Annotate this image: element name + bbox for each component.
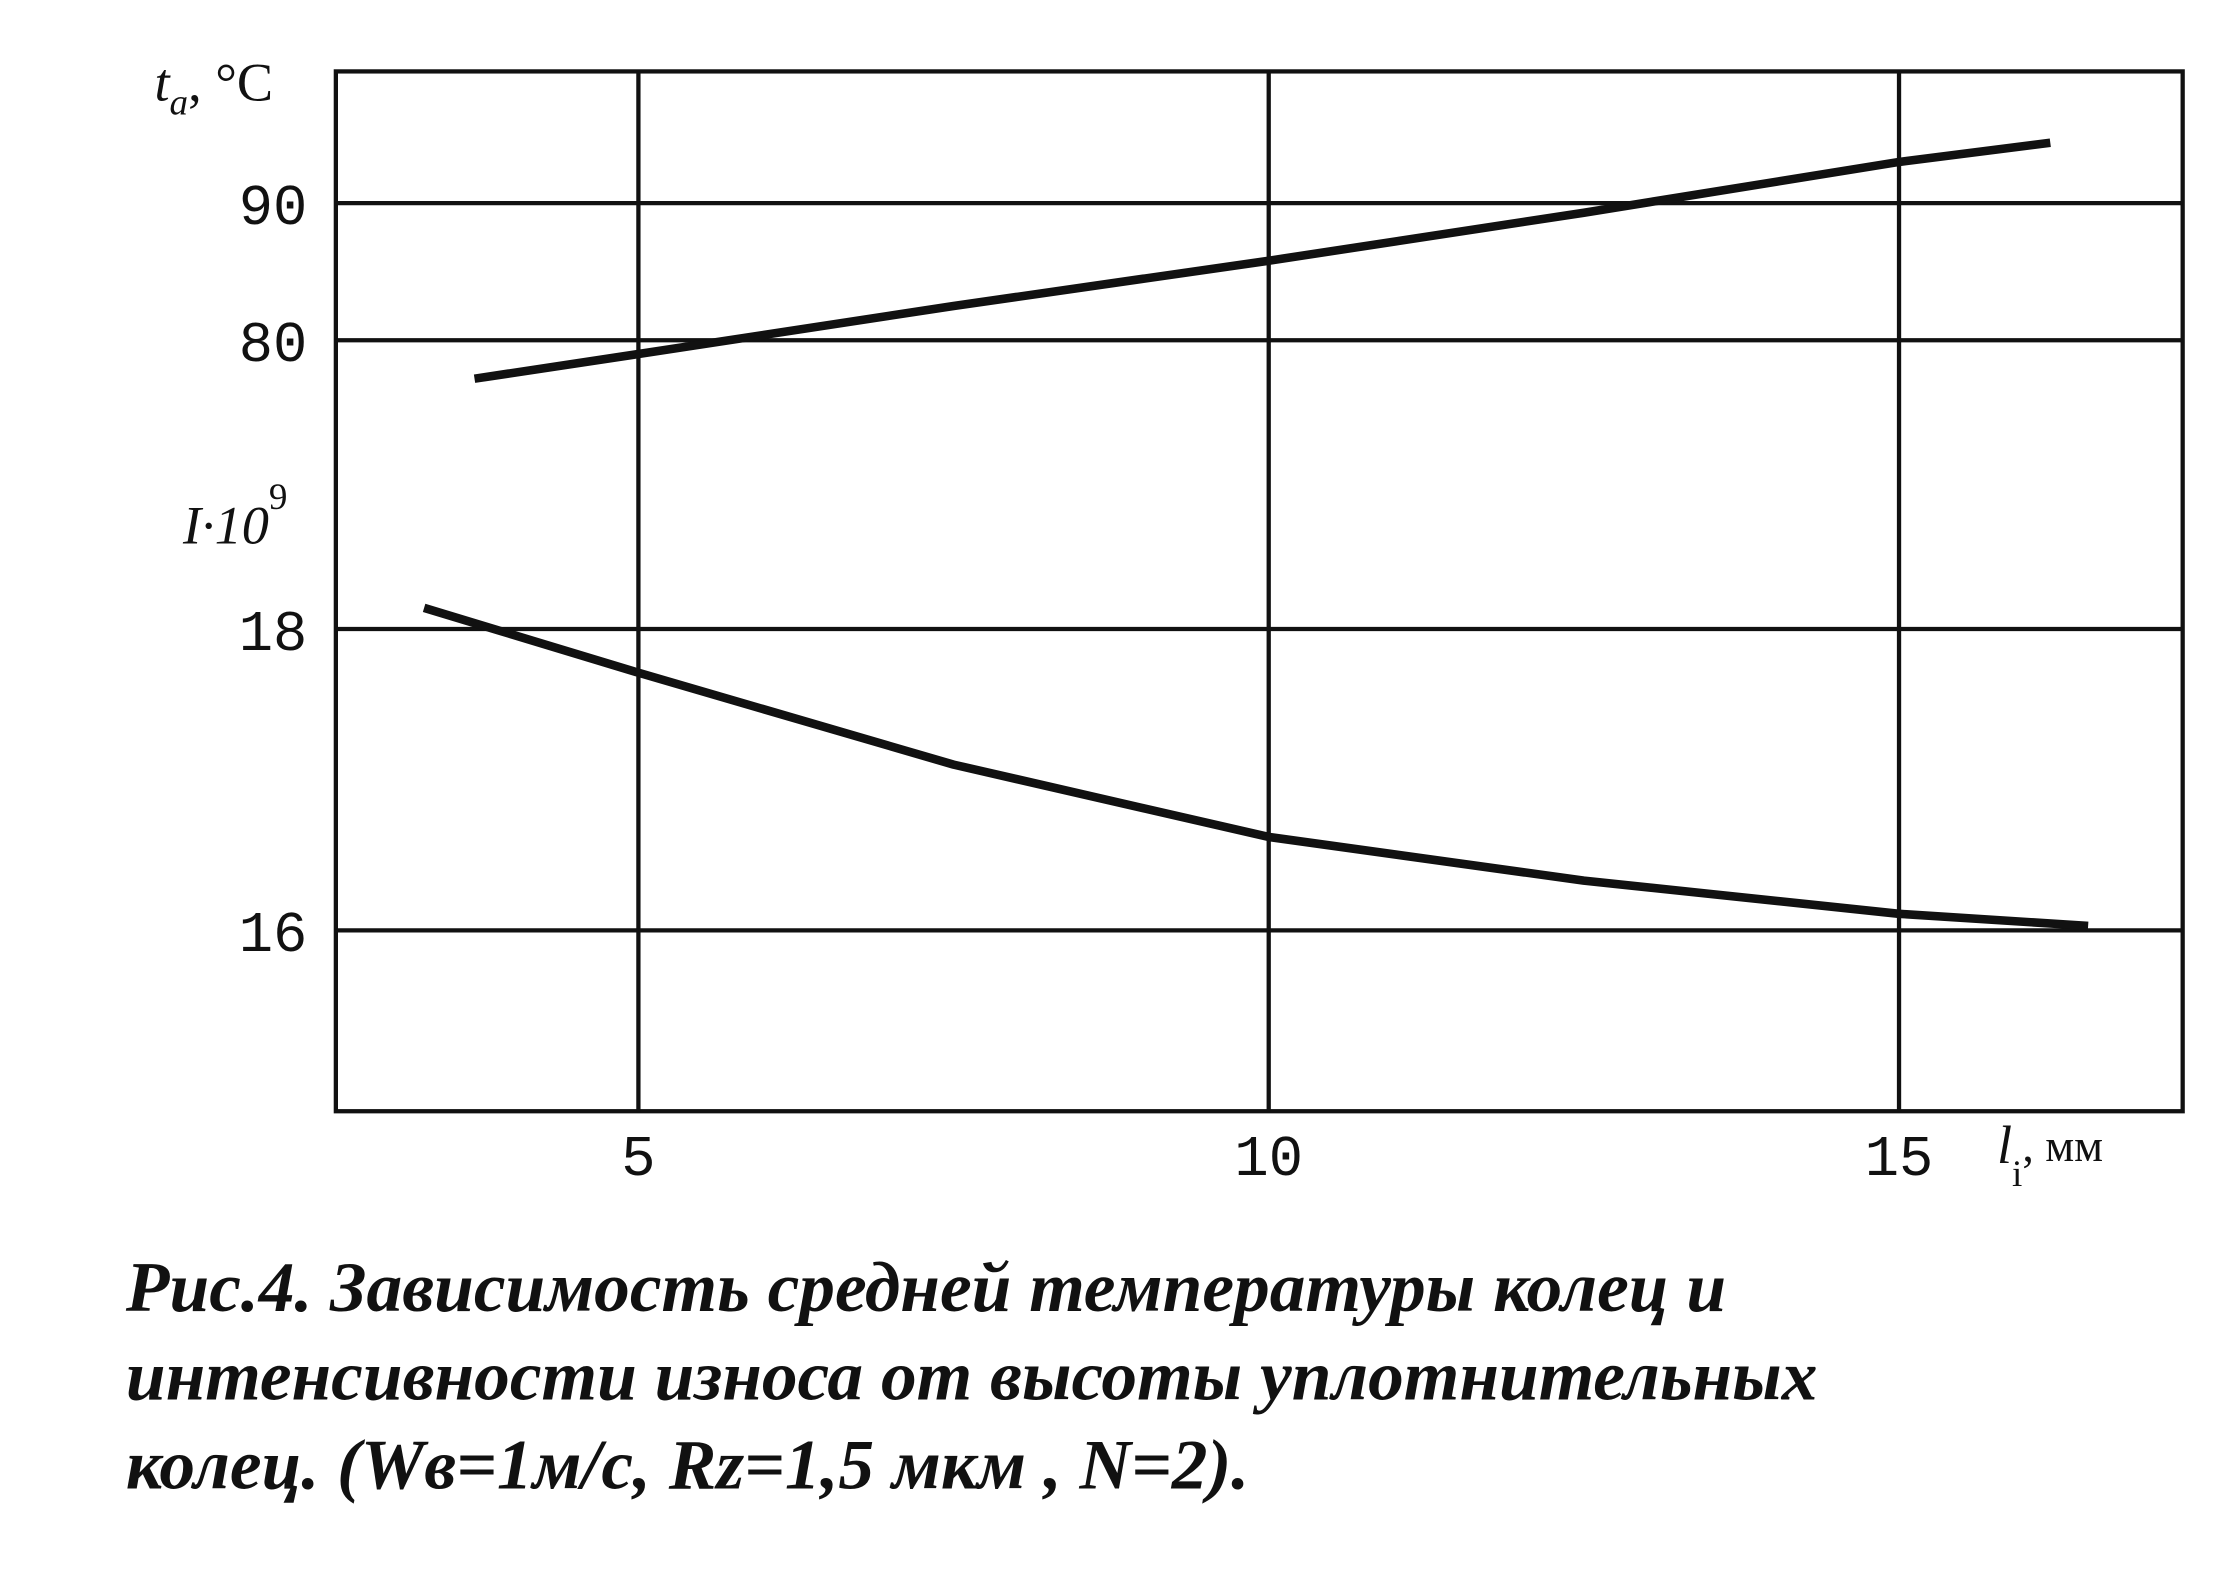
y2-tick-label: 18 — [239, 603, 308, 668]
y-tick-label: 80 — [239, 314, 308, 379]
data-line — [422, 603, 2089, 931]
y2-tick-label: 16 — [239, 904, 308, 969]
x-label-subscript: i — [2012, 1153, 2022, 1194]
y2-label-symbol: I·10 — [182, 496, 269, 556]
y-tick-label: 90 — [239, 177, 308, 242]
plot-frame — [333, 69, 2185, 1114]
x-axis-label: li, мм — [1997, 1116, 2103, 1195]
y2-axis-label: I·109 — [182, 476, 287, 555]
data-line — [473, 138, 2051, 383]
x-label-unit: , мм — [2022, 1121, 2103, 1172]
y-label-subscript: a — [170, 82, 189, 123]
caption-line: Рис.4. Зависимость средней температуры к… — [125, 1248, 1726, 1327]
y-label-symbol: t — [154, 53, 171, 113]
y-axis-label: ta, °C — [154, 53, 273, 123]
x-tick-label: 15 — [1865, 1128, 1934, 1193]
y2-label-superscript: 9 — [269, 476, 288, 517]
caption-line: интенсивности износа от высоты уплотните… — [126, 1337, 1818, 1416]
x-tick-label: 5 — [621, 1128, 655, 1193]
caption-line: колец. (Wв=1м/с, Rz=1,5 мкм , N=2). — [126, 1425, 1249, 1504]
y-label-unit: , °C — [188, 53, 273, 113]
x-tick-label: 10 — [1234, 1128, 1303, 1193]
x-label-symbol: l — [1997, 1116, 2012, 1176]
